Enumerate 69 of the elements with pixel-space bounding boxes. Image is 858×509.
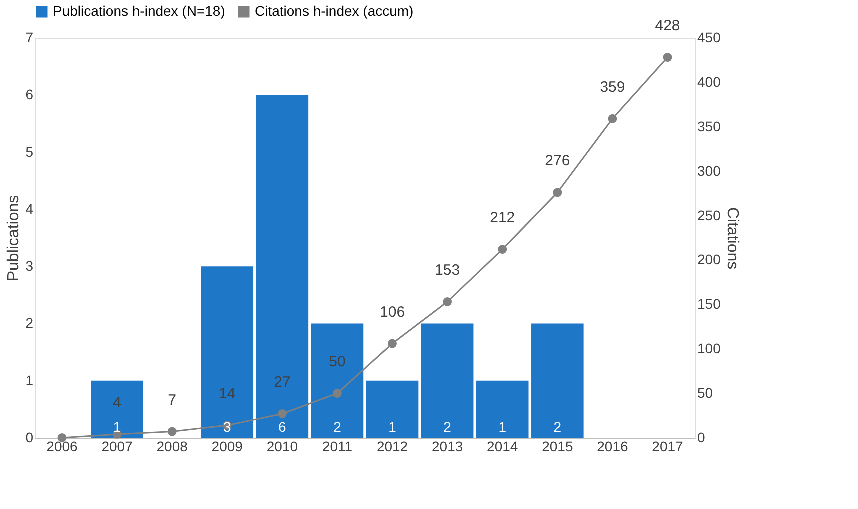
x-tick-label: 2009 [212, 438, 244, 454]
data-label: 2 [334, 419, 342, 435]
data-label: 106 [380, 304, 406, 321]
x-tick-label: 2015 [542, 438, 574, 454]
data-label: 153 [435, 262, 460, 279]
bar [256, 95, 309, 438]
y-tick-label: 2 [26, 315, 34, 332]
y2-tick-label: 250 [698, 207, 722, 224]
point [498, 245, 508, 254]
data-label: 2 [444, 419, 452, 435]
y2-tick-label: 450 [698, 30, 722, 46]
bar [366, 380, 419, 438]
point [608, 114, 618, 124]
bar [476, 380, 529, 438]
point [333, 389, 342, 398]
x-tick-label: 2008 [156, 438, 188, 454]
data-label: 212 [490, 210, 516, 227]
y2-tick-label: 0 [698, 430, 706, 446]
data-label: 1 [498, 419, 507, 435]
bar [91, 380, 144, 438]
legend-label: Citations h-index (accum) [255, 3, 414, 19]
data-label: 6 [278, 419, 287, 435]
y2-tick-label: 350 [698, 118, 722, 134]
y-axis-title: Publications [6, 195, 23, 282]
y-tick-label: 6 [26, 86, 34, 103]
point [443, 298, 452, 306]
y2-tick-label: 150 [698, 296, 722, 312]
x-tick-label: 2016 [597, 438, 628, 454]
point [553, 188, 562, 198]
data-label: 1 [388, 419, 397, 435]
x-tick-label: 2013 [432, 438, 464, 454]
y-tick-label: 7 [26, 30, 34, 46]
y-tick-label: 3 [26, 258, 34, 274]
legend-label: Publications h-index (N=18) [53, 3, 226, 19]
data-label: 27 [274, 374, 291, 391]
x-tick-label: 2011 [322, 438, 353, 454]
data-label: 4 [113, 394, 122, 412]
bar [421, 324, 474, 438]
point [388, 339, 397, 348]
y2-tick-label: 200 [698, 252, 722, 268]
y-tick-label: 0 [26, 430, 34, 446]
bar [311, 324, 364, 438]
data-label: 14 [219, 386, 236, 403]
data-label: 7 [168, 392, 177, 409]
y2-tick-label: 300 [698, 162, 722, 179]
bar [532, 324, 584, 438]
y2-tick-label: 400 [698, 74, 722, 90]
data-label: 359 [600, 78, 626, 96]
y-tick-label: 4 [26, 200, 34, 217]
data-label: 428 [655, 18, 680, 35]
y2-tick-label: 100 [698, 340, 722, 357]
y-tick-label: 5 [26, 144, 34, 160]
y-tick-label: 1 [26, 372, 34, 388]
x-tick-label: 2006 [46, 438, 78, 454]
x-tick-label: 2017 [652, 438, 684, 454]
bar [201, 266, 254, 438]
point [278, 410, 287, 418]
data-label: 2 [554, 419, 562, 435]
data-label: 50 [329, 354, 346, 371]
point [663, 53, 672, 62]
y2-axis-title: Citations [724, 207, 741, 270]
x-tick-label: 2010 [266, 438, 298, 454]
x-tick-label: 2014 [487, 438, 518, 454]
point [168, 427, 177, 436]
x-tick-label: 2012 [376, 438, 408, 454]
data-label: 276 [545, 152, 570, 170]
x-tick-label: 2007 [102, 438, 134, 454]
y2-tick-label: 50 [698, 385, 714, 402]
data-label: 1 [113, 419, 122, 435]
